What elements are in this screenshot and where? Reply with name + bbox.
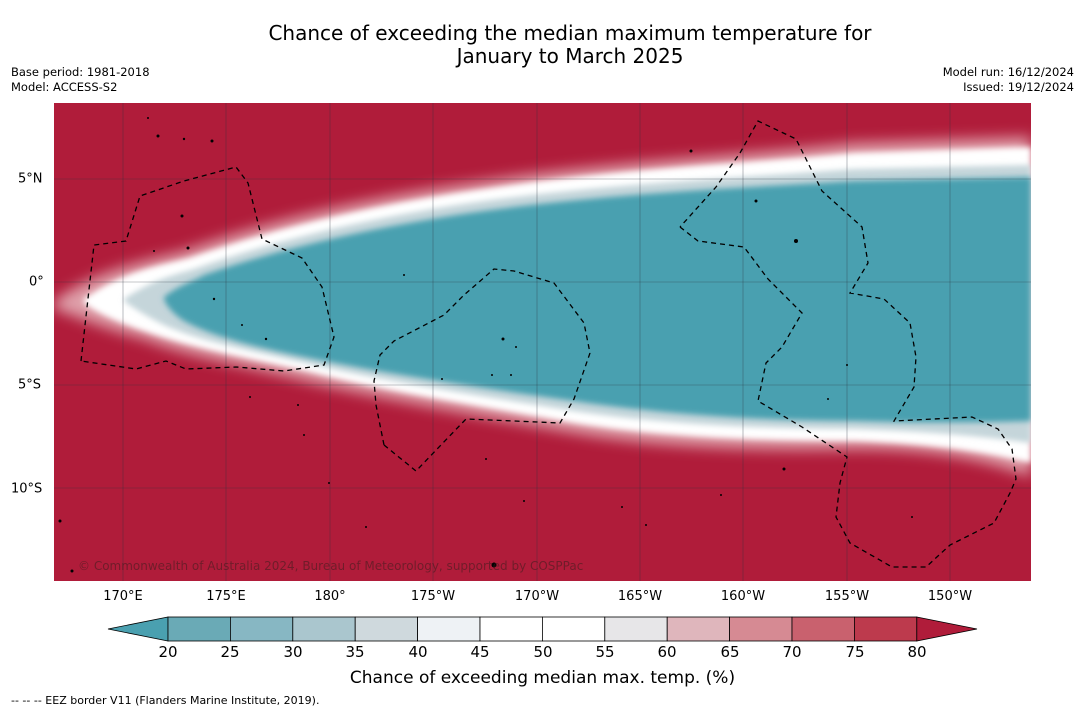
- lon-tick-170w: 170°W: [514, 589, 560, 604]
- meta-right: Model run: 16/12/2024 Issued: 19/12/2024: [943, 65, 1074, 95]
- lat-tick-0: 0°: [29, 274, 44, 290]
- probability-map: [54, 103, 1031, 581]
- eez-legend-note: -- -- -- EEZ border V11 (Flanders Marine…: [11, 694, 320, 707]
- island-dots: [58, 117, 913, 573]
- cb-label-65: 65: [720, 643, 740, 661]
- colorbar-segment: [292, 616, 356, 642]
- colorbar: [107, 616, 978, 642]
- cb-label-70: 70: [782, 643, 802, 661]
- cb-label-35: 35: [345, 643, 365, 661]
- cb-label-25: 25: [220, 643, 240, 661]
- lon-tick-150w: 150°W: [927, 589, 973, 604]
- colorbar-segment: [666, 616, 731, 642]
- chart-title: Chance of exceeding the median maximum t…: [0, 22, 1085, 68]
- cb-label-45: 45: [470, 643, 490, 661]
- lon-tick-180: 180°: [314, 589, 346, 604]
- colorbar-extend-low: [107, 616, 169, 642]
- issued-date: Issued: 19/12/2024: [963, 80, 1074, 94]
- band-cool-core: [164, 177, 1031, 423]
- lon-tick-160w: 160°W: [720, 589, 766, 604]
- colorbar-segment: [479, 616, 543, 642]
- cb-label-80: 80: [907, 643, 927, 661]
- lon-tick-165w: 165°W: [617, 589, 663, 604]
- lat-tick-5n: 5°N: [18, 171, 43, 187]
- title-line-2: January to March 2025: [456, 44, 684, 68]
- colorbar-title: Chance of exceeding median max. temp. (%…: [349, 668, 736, 688]
- lon-tick-175e: 175°E: [206, 589, 246, 604]
- colorbar-segment: [854, 616, 918, 642]
- colorbar-segment: [167, 616, 231, 642]
- colorbar-segment: [729, 616, 793, 642]
- cb-label-20: 20: [158, 643, 178, 661]
- lon-tick-175w: 175°W: [410, 589, 456, 604]
- eez-borders: [80, 120, 1017, 568]
- colorbar-segment: [541, 616, 606, 642]
- cb-label-60: 60: [657, 643, 677, 661]
- meta-left: Base period: 1981-2018 Model: ACCESS-S2: [11, 65, 150, 95]
- cb-label-40: 40: [408, 643, 428, 661]
- cb-label-30: 30: [283, 643, 303, 661]
- colorbar-segment: [354, 616, 418, 642]
- title-line-1: Chance of exceeding the median maximum t…: [268, 21, 872, 45]
- base-period: Base period: 1981-2018: [11, 65, 150, 79]
- colorbar-segment: [417, 616, 481, 642]
- lon-tick-155w: 155°W: [824, 589, 870, 604]
- lon-tick-170e: 170°E: [103, 589, 143, 604]
- cb-label-50: 50: [533, 643, 553, 661]
- cb-label-75: 75: [845, 643, 865, 661]
- colorbar-segment: [604, 616, 668, 642]
- graticule: [54, 103, 1031, 581]
- model-name: Model: ACCESS-S2: [11, 80, 118, 94]
- lat-tick-5s: 5°S: [18, 377, 42, 393]
- colorbar-segment: [230, 616, 294, 642]
- colorbar-segments: [107, 616, 978, 642]
- model-run: Model run: 16/12/2024: [942, 65, 1074, 79]
- lat-tick-10s: 10°S: [11, 481, 43, 497]
- cb-label-55: 55: [595, 643, 615, 661]
- colorbar-segment: [791, 616, 855, 642]
- copyright-notice: © Commonwealth of Australia 2024, Bureau…: [78, 559, 584, 573]
- colorbar-extend-high: [916, 616, 978, 642]
